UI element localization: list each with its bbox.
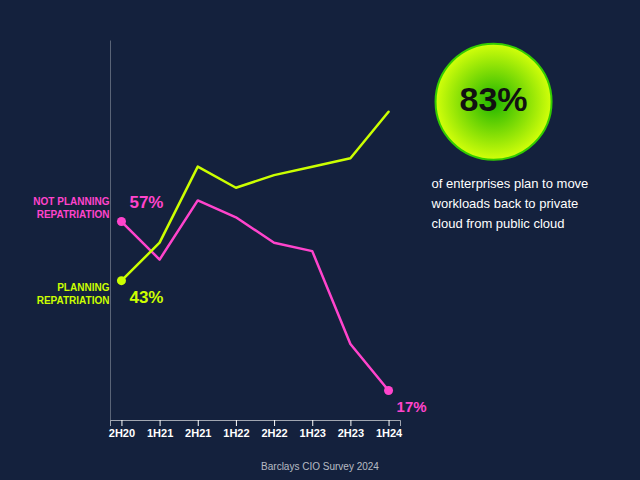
x-tick: 2H21	[185, 420, 211, 439]
annotation: cloud from public cloud	[432, 216, 565, 231]
point-marker	[117, 217, 126, 226]
highlight-label: 83%	[460, 80, 528, 118]
value-label: 43%	[129, 288, 163, 307]
x-axis: 2H20 1H21 2H21 1H22 2H22 1H23 2H23 1H24	[109, 420, 403, 439]
x-tick-mark	[350, 420, 351, 426]
series-line	[121, 112, 388, 281]
series-name-line: PLANNING	[57, 282, 109, 293]
x-tick: 1H21	[147, 420, 173, 439]
x-tick-label: 2H22	[261, 427, 287, 439]
x-tick-mark	[389, 420, 390, 426]
x-tick-mark	[312, 420, 313, 426]
chart-svg: 2H20 1H21 2H21 1H22 2H22 1H23 2H23 1H24 NOT PLAN…	[0, 0, 640, 480]
labels: NOT PLANNING REPATRIATION 57% 17% PLANNING RE…	[33, 44, 588, 416]
x-tick-label: 2H21	[185, 427, 211, 439]
x-tick: 2H22	[261, 420, 287, 439]
x-tick-label: 1H24	[376, 427, 403, 439]
annotation: workloads back to private	[431, 196, 579, 211]
series-name: NOT PLANNING REPATRIATION	[33, 196, 109, 220]
point-marker	[384, 386, 393, 395]
value-label: 57%	[129, 193, 163, 212]
y-axis	[110, 41, 111, 421]
x-tick: 2H20	[109, 420, 135, 439]
x-tick-mark	[236, 420, 237, 426]
x-tick-label: 1H22	[223, 427, 249, 439]
x-tick: 1H24	[376, 420, 403, 439]
x-tick-mark	[121, 420, 122, 426]
series-line	[121, 200, 388, 390]
x-tick-label: 2H23	[338, 427, 364, 439]
series-name-line: REPATRIATION	[37, 209, 110, 220]
y-axis-line	[110, 41, 111, 421]
series-name-line: NOT PLANNING	[33, 196, 109, 207]
background	[0, 0, 640, 480]
x-tick: 1H23	[300, 420, 326, 439]
annotation: of enterprises plan to move	[432, 176, 589, 191]
value-label: 17%	[397, 398, 427, 415]
series-name-line: REPATRIATION	[37, 295, 110, 306]
plot-area	[117, 112, 393, 395]
x-tick-mark	[274, 420, 275, 426]
series-name: PLANNING REPATRIATION	[37, 282, 110, 306]
x-tick-label: 1H21	[147, 427, 173, 439]
highlight-circle	[436, 44, 552, 160]
x-tick-mark	[198, 420, 199, 426]
x-tick-label: 1H23	[300, 427, 326, 439]
point-marker	[117, 276, 126, 285]
source: Barclays CIO Survey 2024	[261, 461, 379, 472]
x-axis-line	[111, 421, 401, 427]
x-tick: 1H22	[223, 420, 249, 439]
x-tick-label: 2H20	[109, 427, 135, 439]
x-tick: 2H23	[338, 420, 364, 439]
x-tick-mark	[160, 420, 161, 426]
